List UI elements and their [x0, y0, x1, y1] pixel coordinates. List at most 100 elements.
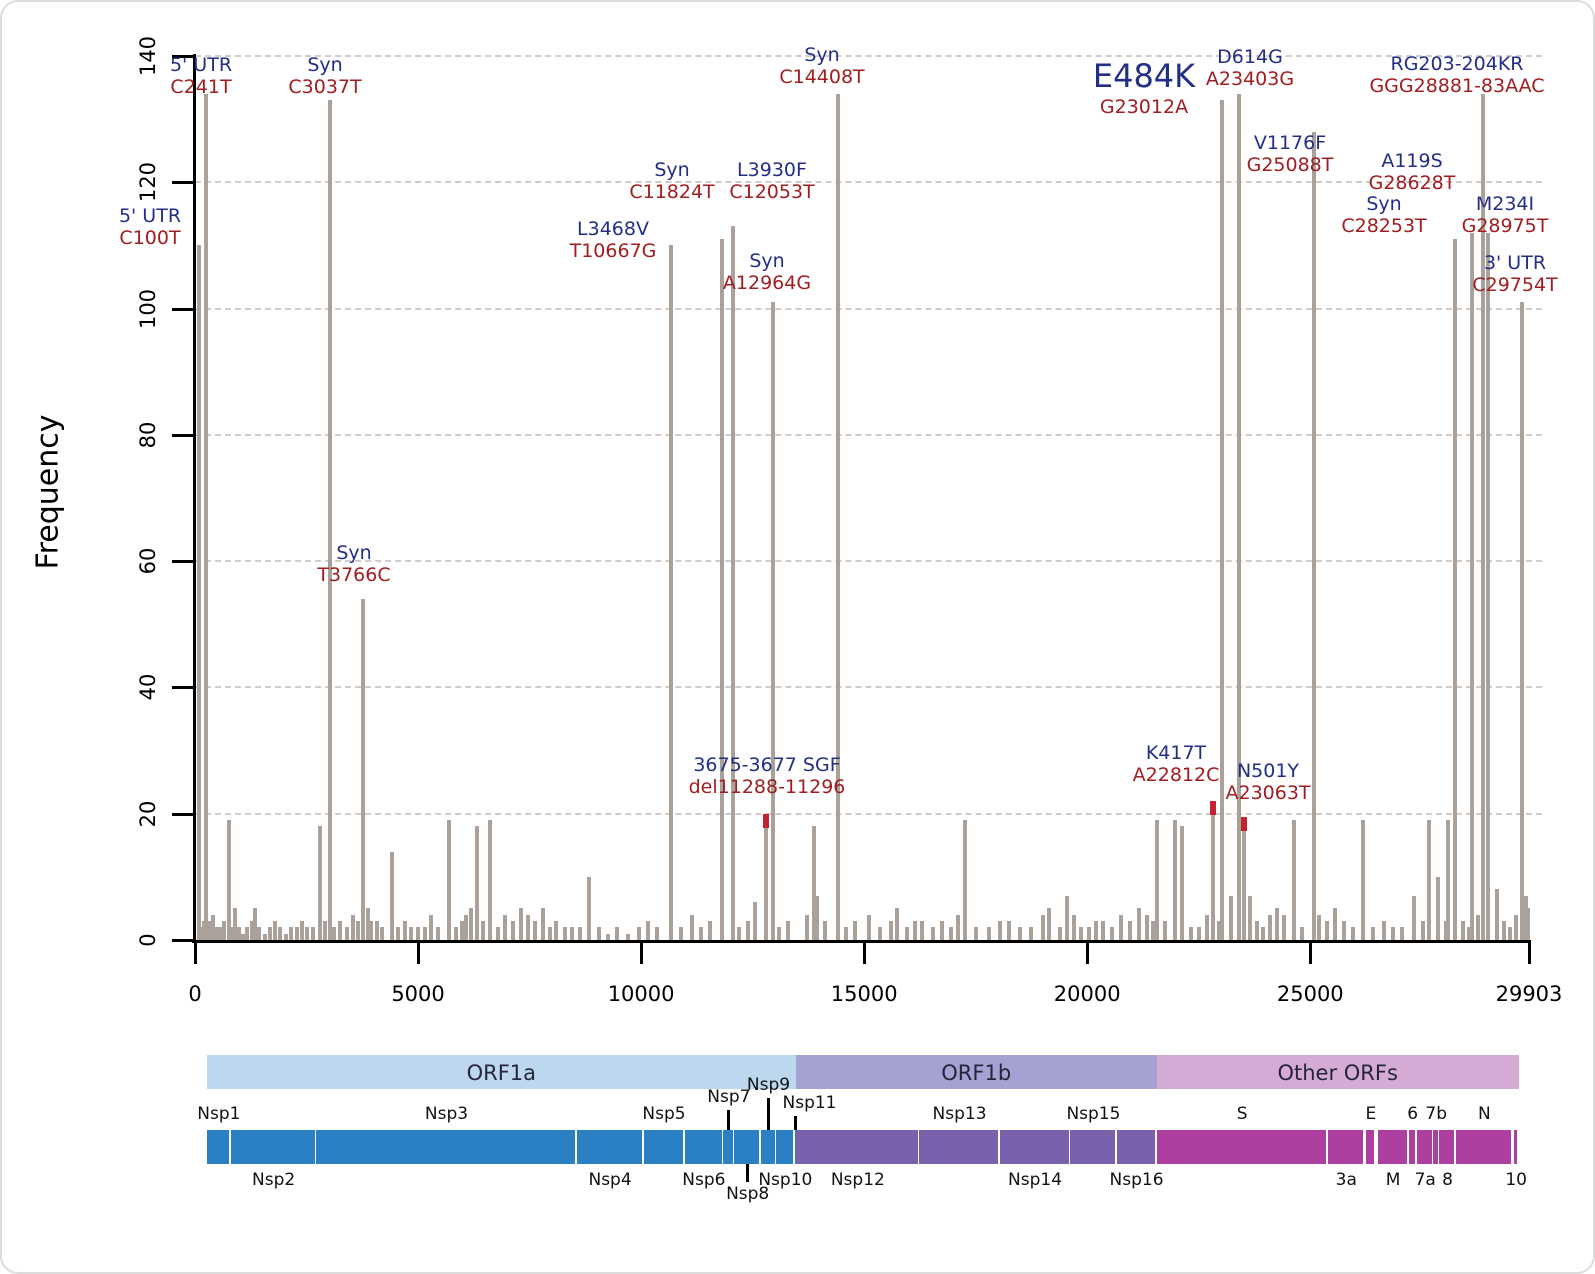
background-bar	[200, 927, 205, 940]
background-bar	[962, 820, 967, 940]
background-bar	[1179, 826, 1184, 940]
background-bar	[422, 927, 427, 940]
x-axis-line	[192, 940, 1531, 943]
mutation-bar	[197, 245, 202, 940]
x-tick-5000	[417, 943, 421, 964]
background-bar	[949, 927, 954, 940]
background-bar	[1087, 927, 1092, 940]
mutation-label: K417T A22812C	[1133, 742, 1220, 787]
mutation-aa-label: L3930F	[737, 159, 807, 181]
background-bar	[1446, 820, 1451, 940]
background-bar	[221, 921, 226, 940]
background-bar	[570, 927, 575, 940]
gene-segment-7b	[1433, 1130, 1438, 1164]
gene-label-7b: 7b	[1425, 1104, 1448, 1124]
mutation-bar	[668, 245, 673, 940]
background-bar	[1047, 908, 1052, 940]
background-bar	[1109, 927, 1114, 940]
gene-label-10: 10	[1505, 1170, 1528, 1190]
mutation-bar	[1485, 232, 1490, 940]
mutation-nt-label: A23403G	[1205, 68, 1295, 91]
background-bar	[1420, 921, 1425, 940]
background-bar	[554, 921, 559, 940]
gene-label-nsp5: Nsp5	[642, 1104, 686, 1124]
x-tick-20000	[1086, 943, 1090, 964]
background-bar	[409, 927, 414, 940]
mutation-bar	[730, 226, 735, 940]
background-bar	[955, 914, 960, 940]
background-bar	[245, 927, 250, 940]
gene-segment-nsp13	[919, 1130, 999, 1164]
gene-label-nsp4: Nsp4	[588, 1170, 632, 1190]
gene-segment-nsp8	[734, 1130, 760, 1164]
mutation-nt-label: C3037T	[288, 76, 362, 99]
background-bar	[375, 921, 379, 940]
background-bar	[987, 927, 992, 940]
background-bar	[217, 927, 222, 940]
background-bar	[636, 927, 641, 940]
background-bar	[1064, 895, 1069, 940]
mutation-label: Syn C28253T	[1341, 193, 1426, 238]
y-tick-label-80: 80	[136, 421, 160, 449]
background-bar	[1370, 927, 1375, 940]
y-tick-80	[172, 433, 193, 437]
x-tick-10000	[640, 943, 644, 964]
mutation-label: N501Y A23063T	[1225, 760, 1310, 805]
background-bar	[380, 927, 385, 940]
background-bar	[645, 921, 650, 940]
background-bar	[396, 927, 401, 940]
gene-label-8: 8	[1442, 1170, 1453, 1190]
x-tick-29903	[1528, 943, 1531, 964]
background-bar	[1281, 914, 1286, 940]
background-bar	[888, 921, 893, 940]
gene-segment-m	[1378, 1130, 1407, 1164]
background-bar	[786, 921, 791, 940]
background-bar	[1399, 927, 1404, 940]
gene-segment-nsp10	[776, 1130, 794, 1164]
background-bar	[1317, 914, 1322, 940]
background-bar	[305, 927, 310, 940]
mutation-nt-label: T10667G	[569, 240, 657, 263]
mutation-nt-label: G28628T	[1368, 172, 1456, 195]
x-tick-label-25000: 25000	[1276, 982, 1344, 1006]
y-tick-100	[172, 307, 193, 311]
background-bar	[752, 902, 757, 940]
background-bar	[1466, 927, 1471, 940]
background-bar	[1525, 908, 1530, 940]
background-bar	[1228, 895, 1233, 940]
mutation-nt-label: GGG28881-83AAC	[1369, 75, 1545, 98]
mutation-label: RG203-204KR GGG28881-83AAC	[1369, 53, 1544, 98]
background-bar	[1360, 820, 1365, 940]
mutation-label: 3675-3677 SGF del11288-11296	[689, 754, 846, 799]
background-bar	[284, 933, 289, 940]
background-bar	[416, 927, 421, 940]
gene-segment-8	[1439, 1130, 1455, 1164]
mutation-aa-label: Syn	[804, 44, 840, 66]
background-bar	[547, 927, 552, 940]
background-bar	[1205, 914, 1210, 940]
background-bar	[487, 820, 492, 940]
gene-label-e: E	[1365, 1104, 1377, 1124]
mutation-label: Syn C11824T	[629, 159, 714, 204]
background-bar	[288, 927, 293, 940]
mutation-label: Syn C14408T	[779, 44, 864, 89]
gene-segment-n	[1456, 1130, 1511, 1164]
background-bar	[236, 927, 241, 940]
background-bar	[262, 933, 267, 940]
mutation-bar	[203, 93, 208, 940]
mutation-aa-label: M234I	[1475, 193, 1535, 215]
mutation-bar	[1481, 93, 1486, 940]
mutation-nt-label: G23012A	[1099, 95, 1189, 118]
background-bar	[1274, 908, 1279, 940]
gene-segment-nsp7	[723, 1130, 733, 1164]
mutation-label: L3468V T10667G	[570, 218, 657, 263]
background-bar	[344, 927, 349, 940]
gene-label-nsp1: Nsp1	[197, 1104, 241, 1124]
mutation-nt-label: A23063T	[1225, 782, 1311, 805]
mutation-bar	[720, 239, 725, 940]
background-bar	[1172, 820, 1177, 940]
background-bar	[453, 927, 458, 940]
background-bar	[510, 921, 515, 940]
background-bar	[241, 933, 246, 940]
gridline-60	[195, 560, 1542, 563]
